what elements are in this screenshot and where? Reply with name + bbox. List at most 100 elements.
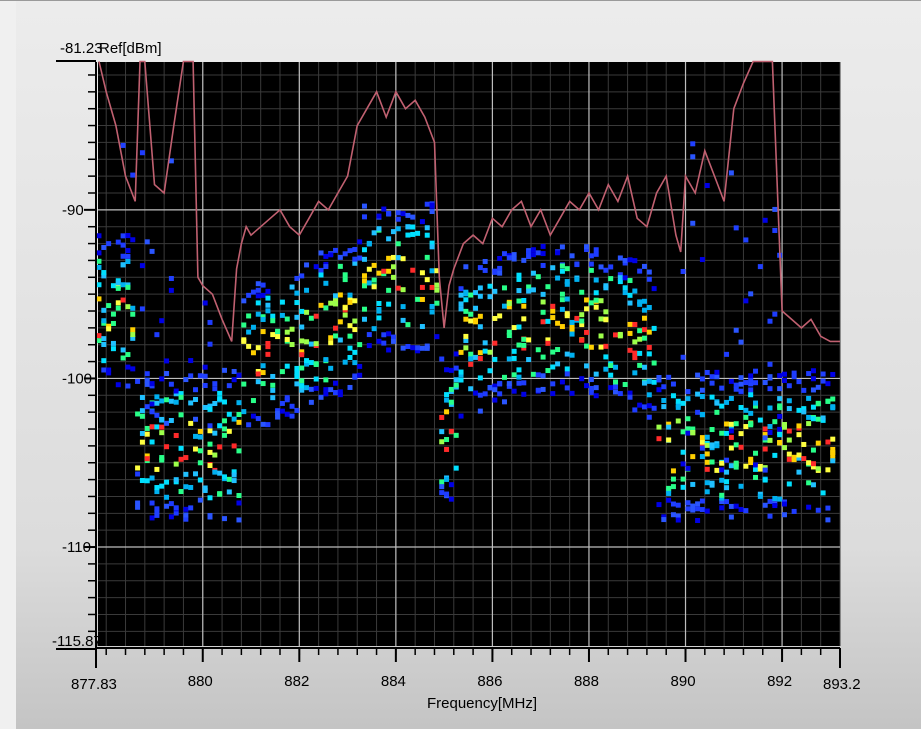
- heatmap-cell: [492, 383, 498, 389]
- heatmap-cell: [622, 290, 628, 296]
- heatmap-cell: [690, 430, 696, 436]
- heatmap-cell: [753, 368, 759, 374]
- heatmap-cell: [830, 396, 836, 402]
- heatmap-cell: [366, 332, 372, 338]
- heatmap-cell: [791, 508, 797, 514]
- heatmap-cell: [308, 341, 314, 347]
- heatmap-cell: [337, 263, 343, 269]
- heatmap-cell: [188, 505, 194, 511]
- heatmap-cell: [559, 379, 565, 385]
- heatmap-cell: [149, 409, 155, 415]
- heatmap-cell: [579, 337, 585, 343]
- heatmap-cell: [168, 275, 174, 281]
- heatmap-cell: [154, 424, 160, 430]
- heatmap-cell: [743, 463, 749, 469]
- heatmap-cell: [603, 285, 609, 291]
- heatmap-cell: [506, 329, 512, 335]
- heatmap-cell: [521, 345, 527, 351]
- heatmap-cell: [173, 432, 179, 438]
- heatmap-cell: [666, 437, 672, 443]
- heatmap-cell: [690, 454, 696, 460]
- heatmap-cell: [144, 371, 150, 377]
- heatmap-cell: [255, 287, 261, 293]
- heatmap-cell: [728, 395, 734, 401]
- heatmap-cell: [593, 290, 599, 296]
- heatmap-cell: [125, 352, 131, 358]
- heatmap-cell: [699, 387, 705, 393]
- heatmap-cell: [289, 342, 295, 348]
- heatmap-cell: [777, 373, 783, 379]
- heatmap-cell: [458, 372, 464, 378]
- heatmap-cell: [342, 251, 348, 257]
- heatmap-cell: [444, 367, 450, 373]
- heatmap-cell: [144, 431, 150, 437]
- heatmap-cell: [704, 442, 710, 448]
- heatmap-cell: [796, 469, 802, 475]
- heatmap-cell: [221, 418, 227, 424]
- heatmap-cell: [733, 464, 739, 470]
- heatmap-cell: [139, 478, 145, 484]
- heatmap-cell: [806, 371, 812, 377]
- heatmap-cell: [477, 356, 483, 362]
- heatmap-cell: [260, 329, 266, 335]
- heatmap-cell: [733, 382, 739, 388]
- heatmap-cell: [328, 365, 334, 371]
- heatmap-cell: [236, 419, 242, 425]
- heatmap-cell: [487, 384, 493, 390]
- heatmap-cell: [535, 387, 541, 393]
- heatmap-cell: [762, 217, 768, 223]
- heatmap-cell: [304, 358, 310, 364]
- heatmap-cell: [342, 305, 348, 311]
- heatmap-cell: [221, 426, 227, 432]
- heatmap-cell: [559, 291, 565, 297]
- heatmap-cell: [439, 414, 445, 420]
- heatmap-cell: [347, 354, 353, 360]
- heatmap-cell: [250, 350, 256, 356]
- heatmap-cell: [719, 499, 725, 505]
- heatmap-cell: [178, 489, 184, 495]
- heatmap-cell: [724, 479, 730, 485]
- heatmap-cell: [714, 369, 720, 375]
- heatmap-cell: [767, 437, 773, 443]
- heatmap-cell: [405, 212, 411, 218]
- heatmap-cell: [477, 285, 483, 291]
- heatmap-cell: [463, 264, 469, 270]
- heatmap-cell: [371, 262, 377, 268]
- heatmap-cell: [695, 517, 701, 523]
- heatmap-cell: [299, 352, 305, 358]
- heatmap-cell: [125, 253, 131, 259]
- heatmap-cell: [748, 460, 754, 466]
- heatmap-cell: [149, 248, 155, 254]
- heatmap-cell: [492, 315, 498, 321]
- heatmap-cell: [675, 502, 681, 508]
- heatmap-cell: [424, 225, 430, 231]
- heatmap-cell: [810, 404, 816, 410]
- heatmap-cell: [786, 428, 792, 434]
- heatmap-cell: [753, 380, 759, 386]
- heatmap-cell: [164, 444, 170, 450]
- heatmap-cell: [704, 466, 710, 472]
- heatmap-cell: [801, 387, 807, 393]
- heatmap-cell: [265, 422, 271, 428]
- heatmap-cell: [762, 502, 768, 508]
- heatmap-cell: [704, 508, 710, 514]
- heatmap-cell: [96, 282, 102, 288]
- heatmap-cell: [395, 210, 401, 216]
- heatmap-cell: [154, 506, 160, 512]
- heatmap-cell: [753, 400, 759, 406]
- heatmap-cell: [221, 474, 227, 480]
- heatmap-cell: [217, 396, 223, 402]
- heatmap-cell: [299, 338, 305, 344]
- heatmap-cell: [680, 484, 686, 490]
- heatmap-cell: [810, 482, 816, 488]
- heatmap-cell: [501, 285, 507, 291]
- heatmap-cell: [540, 243, 546, 249]
- heatmap-cell: [656, 424, 662, 430]
- heatmap-cell: [550, 315, 556, 321]
- heatmap-cell: [781, 377, 787, 383]
- heatmap-cell: [666, 497, 672, 503]
- heatmap-cell: [361, 256, 367, 262]
- heatmap-cell: [241, 322, 247, 328]
- heatmap-cell: [584, 329, 590, 335]
- heatmap-cell: [670, 501, 676, 507]
